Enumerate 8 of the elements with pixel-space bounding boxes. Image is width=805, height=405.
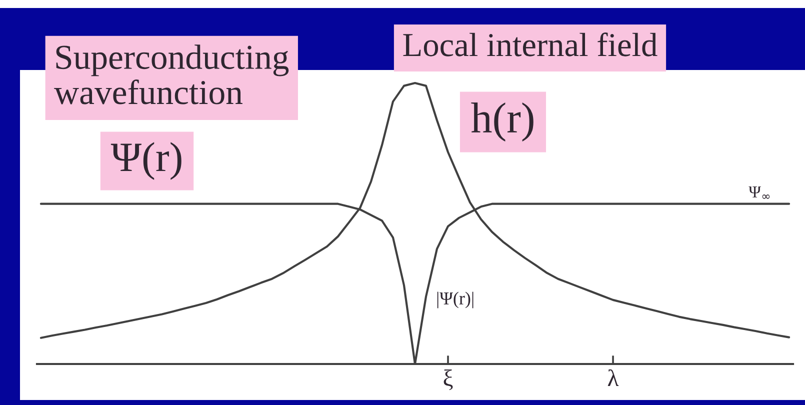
annotation: Ψ$_{∞}$: [748, 186, 770, 199]
series-label: Ψ(r): [110, 142, 182, 180]
x-tick-label: λ: [608, 369, 619, 386]
x-tick-label: ξ: [444, 369, 453, 390]
text: Local internal field: [403, 32, 658, 56]
annotation: Superconducting wavefunction: [54, 44, 289, 104]
series-label: h(r): [471, 102, 534, 142]
annotation: |Ψ(r)|: [437, 292, 474, 308]
